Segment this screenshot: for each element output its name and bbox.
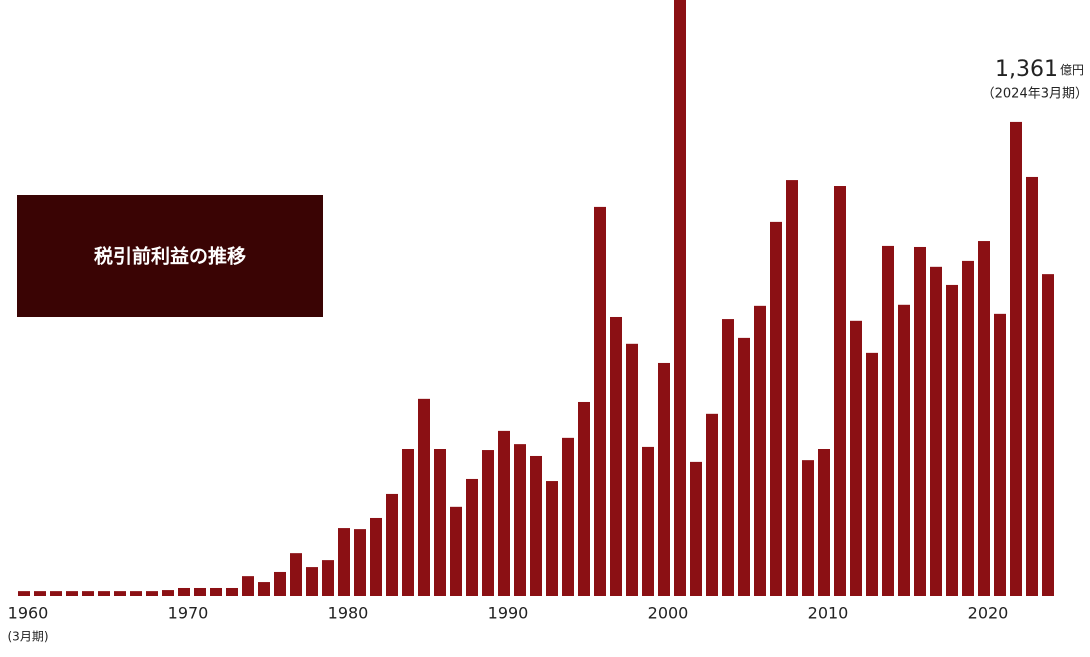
bar	[818, 449, 830, 596]
x-tick-label: 2000	[648, 604, 689, 623]
bar	[722, 319, 734, 596]
bar	[146, 591, 158, 596]
title-box	[17, 195, 323, 317]
bar	[322, 560, 334, 596]
bar	[786, 180, 798, 596]
bar	[706, 413, 718, 596]
bar	[482, 450, 494, 596]
value-label-unit: 億円	[1060, 63, 1084, 77]
bar	[226, 587, 238, 596]
x-tick-label: 1980	[328, 604, 369, 623]
bar	[978, 241, 990, 596]
bar	[1010, 121, 1022, 597]
bar	[338, 528, 350, 596]
bar	[850, 320, 862, 596]
bar	[690, 461, 702, 596]
bar	[386, 493, 398, 596]
bar	[626, 343, 638, 596]
bar	[594, 206, 606, 596]
bar	[258, 582, 270, 596]
bar	[530, 455, 542, 596]
bar	[930, 266, 942, 596]
bar	[562, 437, 574, 596]
bar	[914, 246, 926, 596]
bar	[370, 517, 382, 596]
bar	[130, 591, 142, 596]
bar	[962, 260, 974, 596]
bar	[98, 591, 110, 596]
bar	[1026, 176, 1038, 596]
bar	[18, 591, 30, 596]
annotation-note: （2024年3月期）	[982, 87, 1088, 102]
bar	[882, 245, 894, 597]
bar	[946, 284, 958, 596]
bar	[514, 444, 526, 596]
bar	[290, 553, 302, 596]
bar	[610, 316, 622, 596]
bar	[994, 313, 1006, 596]
bar	[50, 591, 62, 596]
bar	[178, 587, 190, 596]
bar	[354, 529, 366, 596]
bar	[770, 221, 782, 596]
bar	[802, 460, 814, 596]
bar	[34, 591, 46, 596]
bar	[754, 305, 766, 596]
bar	[402, 449, 414, 596]
bar	[674, 0, 686, 596]
bar	[1042, 274, 1054, 596]
bar	[658, 362, 670, 596]
chart-title: 税引前利益の推移	[94, 245, 246, 268]
x-note: (3月期)	[8, 630, 49, 644]
x-tick-label: 1960	[8, 604, 49, 623]
value-label: 1,361 億円	[995, 57, 1084, 82]
bar	[498, 430, 510, 596]
x-tick-label: 1990	[488, 604, 529, 623]
bar	[466, 478, 478, 596]
bar	[210, 587, 222, 596]
x-tick-label: 1970	[168, 604, 209, 623]
bar	[114, 591, 126, 596]
bar	[306, 567, 318, 596]
bar	[866, 352, 878, 596]
x-tick-label: 2010	[808, 604, 849, 623]
bar	[450, 506, 462, 596]
value-label-number: 1,361	[995, 57, 1058, 82]
bar	[434, 449, 446, 596]
bar	[546, 481, 558, 596]
bar	[194, 587, 206, 596]
bar	[642, 446, 654, 596]
bar	[578, 401, 590, 596]
bar	[834, 186, 846, 597]
bar	[242, 576, 254, 596]
bar	[738, 337, 750, 596]
bar	[82, 591, 94, 596]
bar	[66, 591, 78, 596]
bar	[898, 304, 910, 596]
bar	[274, 571, 286, 596]
x-tick-label: 2020	[968, 604, 1009, 623]
bar	[418, 398, 430, 596]
bar	[162, 590, 174, 596]
